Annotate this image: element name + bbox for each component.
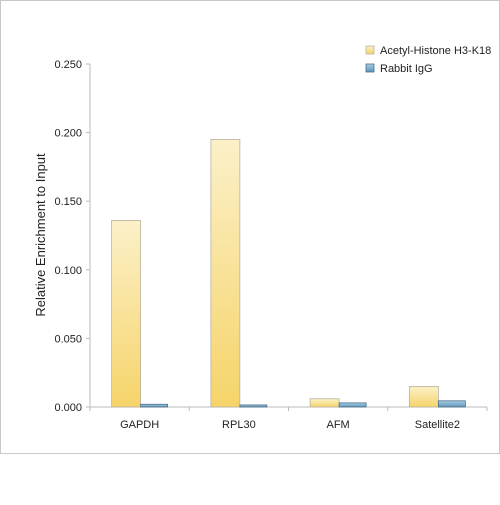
y-tick-label: 0.200 [54, 128, 82, 140]
bar-acetyl-histone-gapdh [111, 220, 142, 408]
y-tick-label: 0.100 [54, 265, 82, 277]
x-category-label: GAPDH [120, 419, 159, 431]
axis-labels: 0.000 0.050 0.100 0.150 0.200 0.250 GAPDH RPL30… [54, 59, 460, 431]
bars [111, 139, 466, 408]
x-category-label: AFM [327, 419, 350, 431]
bar-acetyl-histone-afm [309, 398, 340, 408]
x-category-label: Satellite2 [415, 419, 460, 431]
legend-label: Acetyl-Histone H3-K18 [380, 45, 491, 57]
legend-swatch [365, 45, 375, 55]
bar-rabbit-igg-gapdh [140, 403, 169, 408]
y-tick-label: 0.050 [54, 333, 82, 345]
bar-rabbit-igg-satellite2 [437, 400, 466, 408]
bar-rabbit-igg-afm [338, 402, 367, 408]
y-tick-label: 0.000 [54, 402, 82, 414]
axes [86, 63, 488, 411]
legend: Acetyl-Histone H3-K18 Rabbit IgG [365, 45, 491, 75]
y-tick-label: 0.250 [54, 59, 82, 71]
y-axis-title: Relative Enrichment to Input [33, 153, 48, 317]
legend-label: Rabbit IgG [380, 63, 433, 75]
bar-acetyl-histone-rpl30 [210, 139, 241, 408]
y-tick-label: 0.150 [54, 196, 82, 208]
bar-acetyl-histone-satellite2 [408, 386, 439, 408]
bar-rabbit-igg-rpl30 [239, 404, 268, 408]
legend-swatch [365, 63, 375, 73]
x-category-label: RPL30 [222, 419, 256, 431]
